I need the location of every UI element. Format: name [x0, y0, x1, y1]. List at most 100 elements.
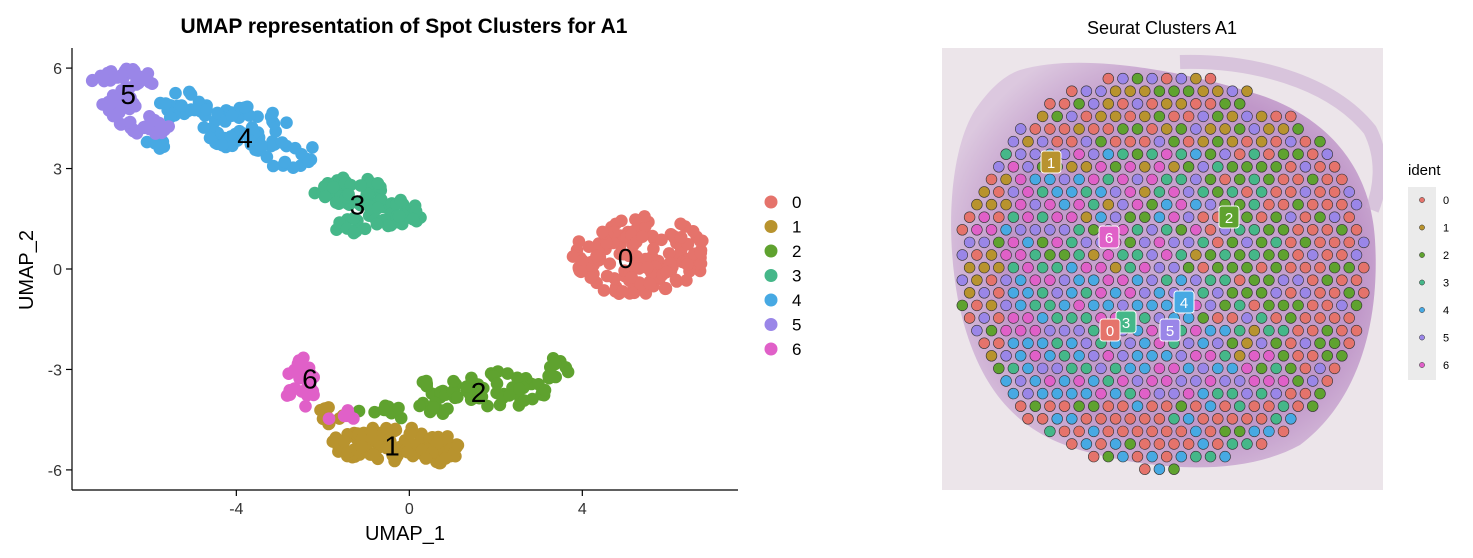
spot-cluster-3 [1080, 362, 1093, 375]
spot-cluster-5 [1146, 72, 1158, 85]
spot-cluster-2 [1226, 261, 1239, 274]
spot-cluster-5 [1146, 274, 1158, 286]
spot-cluster-5 [1306, 375, 1319, 387]
umap-point-cluster-0 [655, 233, 668, 247]
spot-cluster-0 [1321, 299, 1334, 312]
spot-cluster-5 [1241, 312, 1253, 324]
spot-cluster-4 [1058, 375, 1071, 387]
spot-cluster-6 [1117, 375, 1129, 387]
spot-cluster-2 [1212, 135, 1224, 148]
umap-point-cluster-0 [636, 230, 649, 243]
spot-cluster-3 [1044, 299, 1056, 312]
spot-cluster-2 [1131, 123, 1144, 135]
spot-cluster-0 [1117, 98, 1129, 110]
spot-cluster-4 [1044, 350, 1056, 362]
spot-cluster-3 [1051, 261, 1063, 274]
spot-cluster-5 [1080, 85, 1093, 97]
umap-point-cluster-4 [225, 109, 239, 122]
umap-point-cluster-2 [451, 391, 464, 404]
spot-cluster-0 [1204, 98, 1217, 110]
spot-cluster-2 [1219, 299, 1231, 312]
spot-cluster-0 [1139, 413, 1151, 425]
spot-cluster-0 [1336, 173, 1348, 186]
spot-cluster-4 [1204, 400, 1217, 412]
umap-point-cluster-4 [302, 155, 316, 169]
spot-cluster-5 [1153, 387, 1166, 400]
spot-cluster-0 [1051, 135, 1063, 148]
spot-cluster-0 [1226, 413, 1239, 425]
spot-cluster-1 [1139, 161, 1151, 173]
spot-cluster-0 [1292, 350, 1304, 362]
umap-point-cluster-5 [123, 115, 137, 129]
umap-point-cluster-4 [226, 139, 239, 153]
spot-cluster-0 [1336, 274, 1348, 286]
spot-cluster-4 [1182, 362, 1195, 375]
umap-point-cluster-4 [260, 150, 274, 164]
umap-point-cluster-2 [490, 377, 504, 390]
spot-cluster-6 [1095, 387, 1107, 400]
spot-cluster-0 [1292, 400, 1304, 412]
spot-cluster-2 [1292, 299, 1304, 312]
spot-cluster-2 [1153, 110, 1166, 123]
spot-cluster-0 [1241, 413, 1253, 425]
spot-cluster-5 [1175, 375, 1188, 387]
spot-cluster-5 [1117, 350, 1129, 362]
spot-cluster-2 [993, 362, 1005, 375]
spot-cluster-5 [1343, 186, 1355, 198]
spot-cluster-5 [1168, 236, 1180, 249]
spot-cluster-1 [1241, 337, 1253, 349]
spot-cluster-5 [1131, 98, 1144, 110]
spot-cluster-3 [1073, 224, 1085, 236]
spot-cluster-0 [1343, 337, 1355, 349]
umap-point-cluster-1 [380, 421, 393, 435]
spot-cluster-2 [1248, 274, 1261, 286]
legend-key-5 [764, 318, 778, 331]
spot-cluster-4 [1160, 198, 1173, 211]
umap-point-cluster-3 [381, 219, 395, 233]
spot-cluster-3 [1197, 236, 1209, 249]
spot-cluster-1 [1102, 98, 1115, 110]
umap-point-cluster-4 [211, 106, 224, 120]
spot-cluster-3 [1029, 249, 1042, 261]
spot-cluster-0 [1146, 123, 1158, 135]
spot-cluster-2 [1328, 261, 1341, 274]
spot-cluster-6 [1131, 198, 1144, 211]
spot-cluster-2 [1292, 148, 1304, 160]
spot-cluster-4 [1182, 312, 1195, 324]
spot-cluster-5 [1328, 211, 1341, 223]
spot-cluster-6 [1051, 236, 1063, 249]
spot-cluster-5 [978, 287, 990, 299]
spot-cluster-5 [1109, 186, 1122, 198]
spatial-legend-label-2: 2 [1443, 250, 1449, 262]
spot-cluster-5 [1182, 186, 1195, 198]
umap-point-cluster-0 [694, 246, 708, 260]
spot-cluster-0 [1146, 425, 1158, 438]
umap-point-cluster-0 [629, 213, 642, 226]
spot-cluster-4 [1197, 387, 1209, 400]
umap-point-cluster-6 [295, 385, 309, 398]
spot-cluster-3 [1197, 287, 1209, 299]
spot-cluster-3 [1044, 425, 1056, 438]
spot-cluster-1 [1212, 85, 1224, 97]
legend-title: ident [1408, 162, 1441, 179]
spot-cluster-0 [1285, 236, 1297, 249]
spot-cluster-1 [993, 261, 1005, 274]
cluster-label-0: 0 [618, 243, 634, 274]
spot-cluster-1 [1255, 110, 1268, 123]
spot-cluster-0 [1102, 425, 1115, 438]
spot-cluster-2 [1292, 123, 1304, 135]
spot-cluster-4 [1073, 350, 1085, 362]
umap-legend: 0 1 2 3 4 5 6 [764, 193, 801, 359]
spot-cluster-2 [1073, 98, 1085, 110]
spot-cluster-4 [1051, 186, 1063, 198]
spot-cluster-1 [1233, 350, 1246, 362]
spot-cluster-5 [1204, 299, 1217, 312]
spot-cluster-0 [1358, 261, 1370, 274]
spot-cluster-2 [1314, 135, 1326, 148]
spot-cluster-5 [1182, 236, 1195, 249]
spot-cluster-4 [1066, 287, 1078, 299]
umap-point-cluster-2 [427, 401, 440, 414]
spot-cluster-0 [1124, 413, 1136, 425]
spot-cluster-3 [1248, 173, 1261, 186]
spot-cluster-6 [1073, 299, 1085, 312]
